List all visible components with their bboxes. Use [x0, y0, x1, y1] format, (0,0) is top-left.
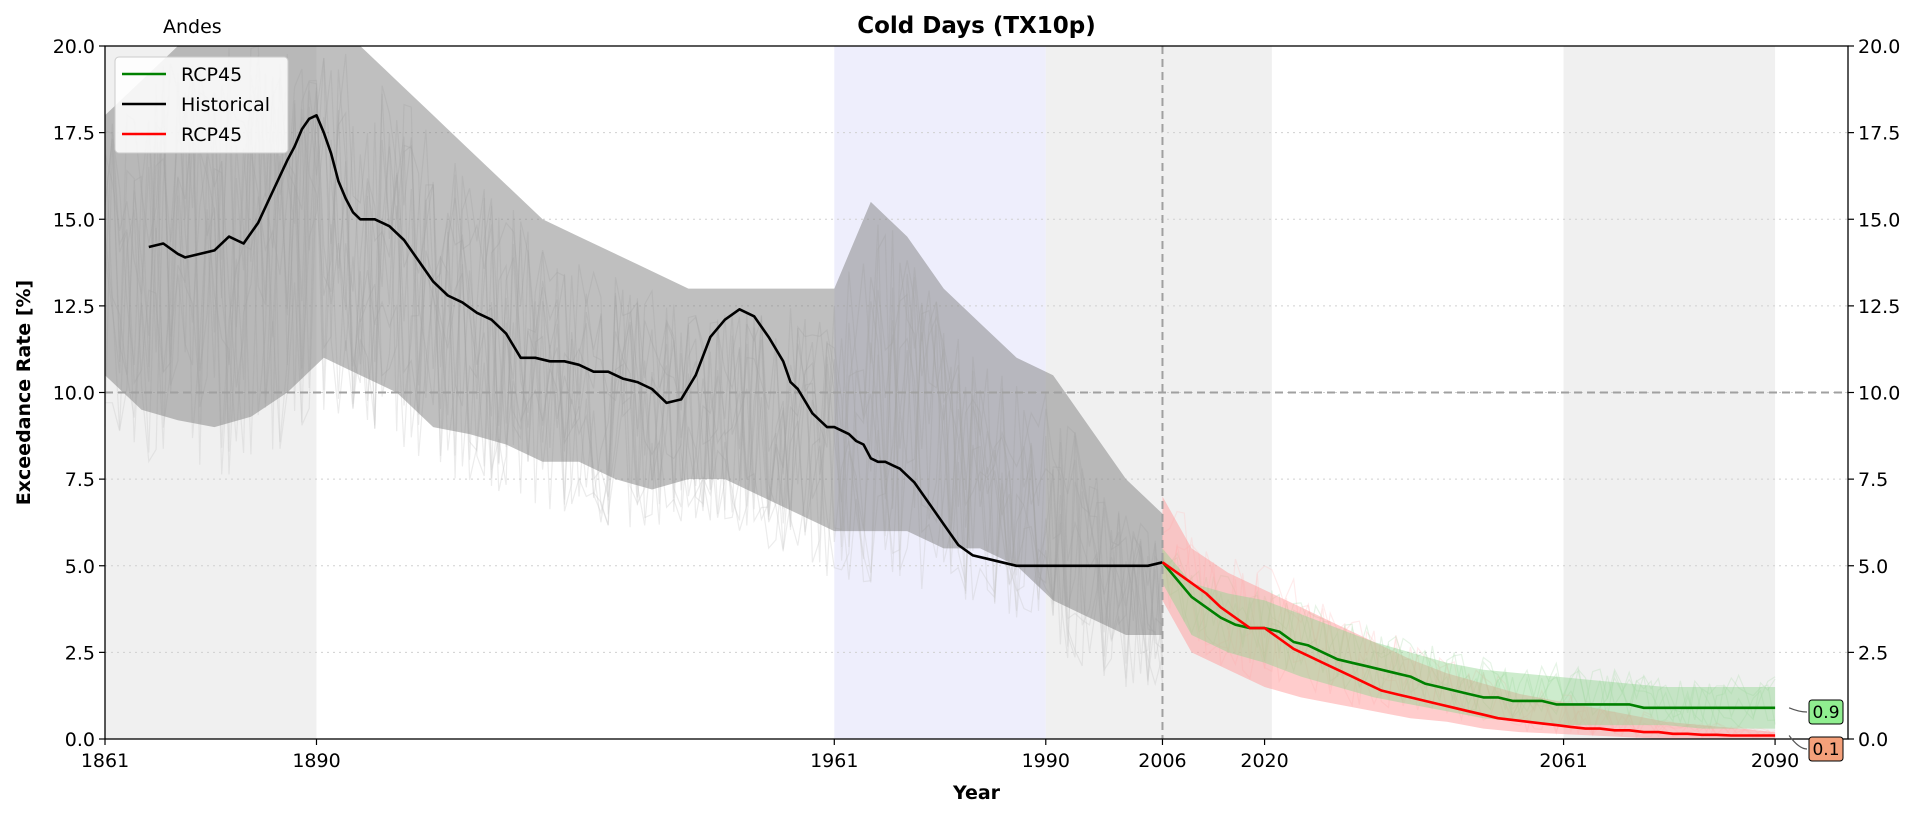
y-tick-label-left-0: 0.0: [65, 729, 95, 751]
x-tick-label-4: 2006: [1138, 750, 1186, 772]
y-tick-label-left-4: 10.0: [53, 383, 95, 405]
legend-box: [114, 56, 289, 154]
legend-label-rcp45-green: RCP45: [181, 64, 242, 86]
y-tick-label-right-6: 15.0: [1858, 209, 1900, 231]
x-tick-label-3: 1990: [1022, 750, 1070, 772]
end-label-red: 0.1: [1812, 740, 1839, 760]
y-tick-label-left-7: 17.5: [53, 123, 95, 145]
y-tick-label-right-3: 7.5: [1858, 469, 1888, 491]
x-tick-label-2: 1961: [810, 750, 858, 772]
legend-label-historical: Historical: [181, 94, 270, 116]
y-tick-label-left-1: 2.5: [65, 642, 95, 664]
series-lines: [148, 114, 1776, 737]
end-arrow-green: [1788, 707, 1808, 713]
x-tick-label-1: 1890: [292, 750, 340, 772]
band-2: [1162, 548, 1776, 729]
y-axis-ticks-left: 0.0 2.5 5.0 7.5 10.0 12.5 15.0 17.5 20.0: [53, 36, 105, 751]
legend: RCP45 Historical RCP45: [114, 56, 289, 154]
y-tick-label-right-7: 17.5: [1858, 123, 1900, 145]
x-axis-label: Year: [952, 782, 1001, 804]
reference-lines: [105, 46, 1848, 739]
y-tick-label-right-0: 0.0: [1858, 729, 1888, 751]
series-line-2: [1161, 561, 1776, 737]
band-0: [105, 46, 1163, 635]
end-value-labels: 0.9 0.1: [1788, 699, 1844, 762]
end-label-green: 0.9: [1812, 703, 1839, 723]
band-1: [1162, 496, 1776, 739]
x-tick-label-5: 2020: [1240, 750, 1288, 772]
y-tick-label-right-1: 2.5: [1858, 642, 1888, 664]
x-tick-label-7: 2090: [1751, 750, 1799, 772]
y-tick-label-left-8: 20.0: [53, 36, 95, 58]
y-tick-label-left-3: 7.5: [65, 469, 95, 491]
y-axis-label: Exceedance Rate [%]: [13, 280, 35, 505]
y-tick-label-right-8: 20.0: [1858, 36, 1900, 58]
legend-label-rcp45-red: RCP45: [181, 124, 242, 146]
y-tick-label-right-5: 12.5: [1858, 296, 1900, 318]
y-tick-label-left-2: 5.0: [65, 556, 95, 578]
series-line-0: [148, 114, 1163, 568]
uncertainty-bands: [105, 46, 1776, 739]
x-tick-label-0: 1861: [81, 750, 129, 772]
chart-title: Cold Days (TX10p): [857, 13, 1096, 39]
end-label-box-red: [1808, 736, 1844, 762]
end-arrow-red: [1788, 735, 1808, 750]
end-label-box-green: [1808, 699, 1844, 725]
y-tick-label-right-2: 5.0: [1858, 556, 1888, 578]
x-axis-ticks: 1861 1890 1961 1990 2006 2020 2061 2090: [81, 739, 1799, 772]
y-tick-label-right-4: 10.0: [1858, 383, 1900, 405]
region-label: Andes: [163, 16, 222, 38]
y-tick-label-left-5: 12.5: [53, 296, 95, 318]
y-tick-label-left-6: 15.0: [53, 209, 95, 231]
y-axis-ticks-right: 0.0 2.5 5.0 7.5 10.0 12.5 15.0 17.5 20.0: [1848, 36, 1900, 751]
x-tick-label-6: 2061: [1539, 750, 1587, 772]
